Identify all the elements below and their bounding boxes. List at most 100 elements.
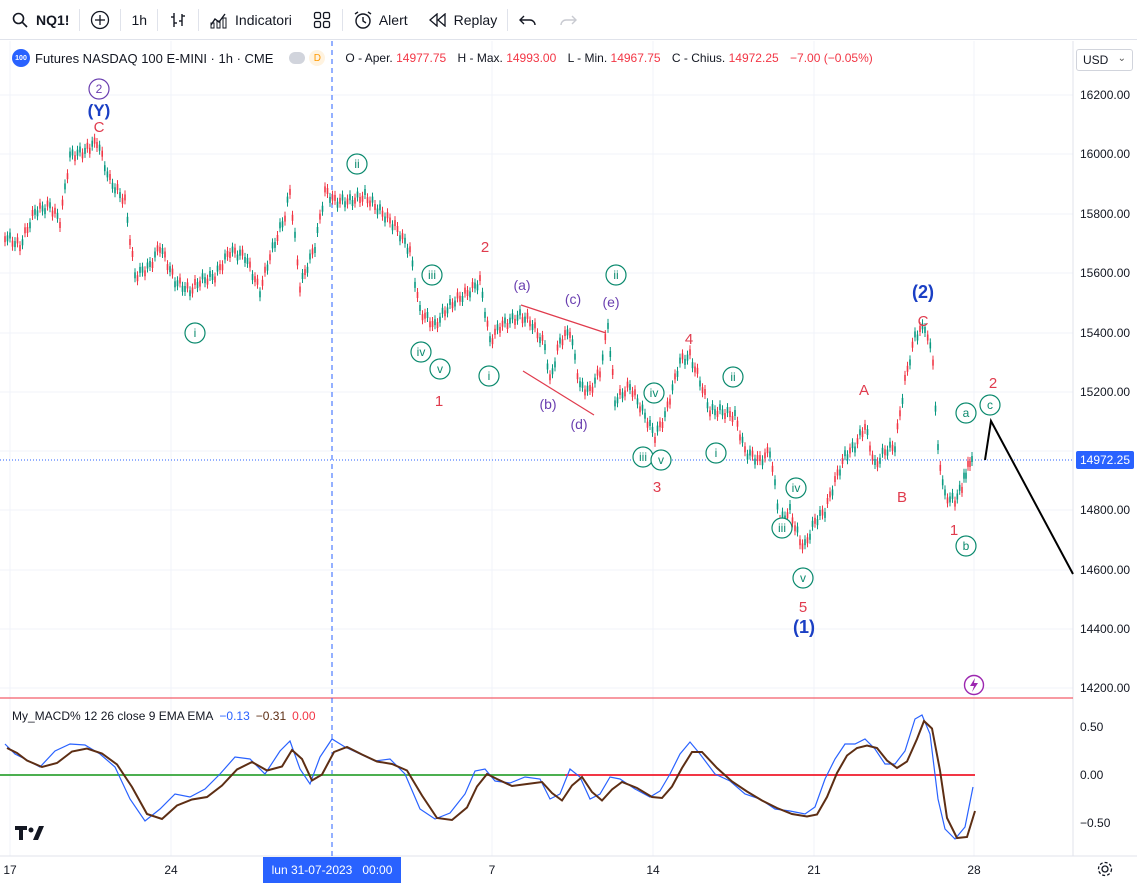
gear-icon[interactable] [1097,861,1113,882]
candle-body [51,210,54,217]
chevron-down-icon: ⌄ [1117,53,1126,64]
candle-body [464,287,466,294]
wave-label-circled-text: c [987,398,993,412]
candle-body [69,151,71,158]
candle-body [314,247,316,253]
dividends-badge[interactable]: D [309,50,326,66]
candle-body [679,357,681,364]
redo-button[interactable] [548,0,588,40]
candle-body [364,189,366,195]
candle-body [669,398,671,405]
candle-body [571,339,574,346]
candle-body [506,323,509,329]
candle-body [719,404,721,411]
macd-value: −0.13 [219,709,250,723]
candle-body [479,275,481,282]
currency-select[interactable]: USD ⌄ [1076,49,1133,71]
candle-body [564,330,566,337]
wave-label-minor: 3 [653,479,661,496]
candle-body [541,334,544,341]
candle-body [904,374,906,381]
signal-value: −0.31 [255,709,287,723]
alert-button[interactable]: Alert [343,0,418,40]
candle-body [711,404,714,411]
high-value: 14993.00 [506,51,557,65]
tradingview-logo[interactable] [15,826,45,847]
candle-body [894,446,896,453]
toolbar-divider [198,8,200,31]
candle-body [724,413,726,419]
candle-body [659,421,661,428]
candle-body [874,459,876,465]
candle-body [114,187,116,194]
candle-body [346,198,349,205]
candle-body [374,204,376,210]
candle-body [649,420,651,426]
candle-body [349,194,351,201]
candle-body [176,280,179,287]
candle-body [254,276,256,283]
candle-body [764,452,766,459]
currency-label: USD [1083,53,1109,67]
wave-label-major: (Y) [88,101,111,120]
candle-body [769,451,771,458]
candle-body [206,278,209,285]
chart-pane[interactable]: 2 (Y) C (1) (2) C 5 2 1 2 3 4 A B 1 (a) (b) (c) (d) (e) i ii i… [0,41,1137,890]
candle-body [146,262,149,269]
wave-label-circled-text: ii [613,268,618,282]
interval-label: 1h [131,11,148,28]
symbol-search-button[interactable]: NQ1! [0,0,79,40]
candle-body [419,305,421,311]
candle-body [424,312,426,319]
price-chart-canvas[interactable]: 2(Y)C(1)(2)C521234AB1(a)(b)(c)(d)(e)iiii… [0,41,1137,890]
candle-body [791,517,794,524]
candle-body [751,450,754,457]
lightning-alert-icon[interactable] [963,674,985,701]
wave-label-circled [346,153,368,175]
candle-body [311,248,314,255]
candle-body [631,390,634,397]
compare-symbol-button[interactable] [80,0,120,40]
candle-body [704,389,706,395]
candle-body [309,253,311,260]
candle-body [259,291,261,298]
macd-legend[interactable]: My_MACD% 12 26 close 9 EMA EMA −0.13 −0.… [12,709,316,723]
symbol-title[interactable]: Futures NASDAQ 100 E-MINI · 1h · CME [35,50,274,66]
candle-body [229,252,231,258]
candle-body [214,276,216,283]
candle-body [916,334,919,341]
price-axis-label: 15400.00 [1080,326,1130,340]
candle-body [886,449,889,456]
time-axis-label: 28 [967,863,981,877]
indicators-button[interactable]: Indicatori [199,0,302,40]
interval-button[interactable]: 1h [121,0,157,40]
macd-axis-label: 0.50 [1080,720,1104,734]
candle-body [274,241,276,248]
candle-body [516,314,519,321]
candle-body [31,210,34,216]
chart-type-button[interactable] [158,0,198,40]
signal-line [6,719,976,840]
candle-body [736,420,739,427]
wave-label-circled-text: iii [639,450,647,464]
candle-body [486,320,489,327]
undo-button[interactable] [508,0,548,40]
visibility-toggle[interactable] [289,52,306,64]
grid-layout-icon [312,10,332,30]
redo-icon [558,10,578,30]
candle-body [731,415,734,422]
candle-body [829,491,831,498]
candle-body [19,245,21,252]
replay-button[interactable]: Replay [418,0,508,40]
wave-label-circled [643,382,665,404]
candle-body [179,277,181,284]
candle-body [576,373,579,380]
ohlc-values: O - Aper. 14977.75 H - Max. 14993.00 L -… [345,51,872,65]
candle-body [399,235,401,242]
candle-body [261,279,264,286]
candle-body [426,312,429,318]
candle-body [371,196,374,203]
layouts-button[interactable] [302,0,342,40]
wave-label-circled [979,394,1001,416]
candle-body [626,381,629,388]
